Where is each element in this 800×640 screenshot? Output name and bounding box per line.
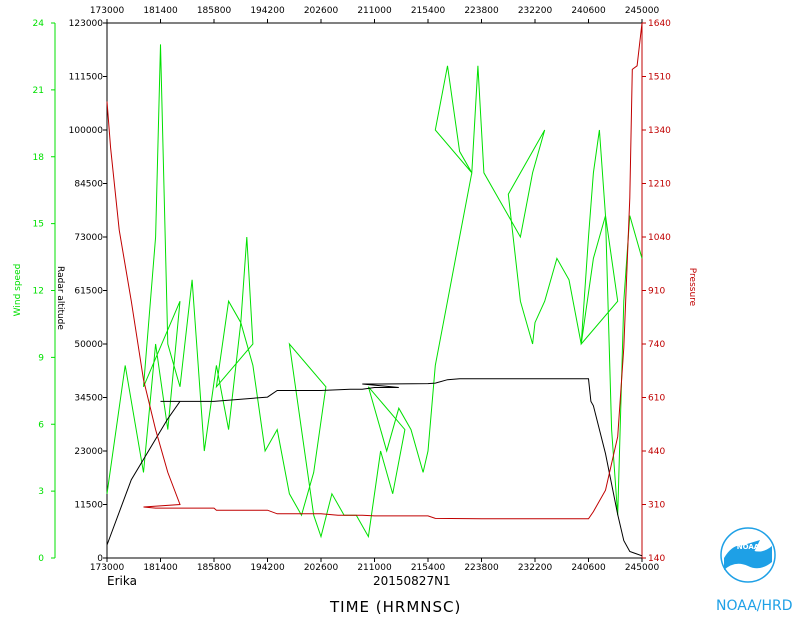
y-tick-label: 23000 [74,447,103,457]
x-tick-label: 211000 [357,6,392,16]
noaa-logo-wave [724,545,772,570]
y-tick-label: 310 [648,501,665,511]
pressure-axis: 140 310 440 610 740 910 1040 1210 1340 1510 1640 [641,19,671,564]
y-tick-label: 100000 [69,126,104,136]
y-tick-label: 21 [33,86,44,96]
y-tick-label: 123000 [69,19,104,29]
x-tick-label: 202600 [304,563,339,573]
radar-altitude-series [106,378,643,557]
noaa-logo-bird-icon [734,540,760,552]
y-tick-label: 15 [33,220,44,230]
y-tick-label: 9 [38,353,44,363]
x-axis-title: TIME (HRMNSC) [330,598,462,616]
x-tick-label: 245000 [625,6,660,16]
storm-name: Erika [107,574,137,588]
y-tick-label: 6 [38,420,44,430]
x-tick-label: 173000 [90,6,125,16]
y-tick-label: 1210 [648,180,671,190]
y-tick-label: 11500 [74,501,103,511]
plot-frame [106,22,643,559]
y-tick-label: 18 [33,153,45,163]
x-axis-ticks: 173000 173000 181400 181400 185800 185800 1942… [90,6,660,573]
pressure-series [106,22,643,520]
wind-speed-series [106,44,643,539]
noaa-hrd-label: NOAA/HRD [716,598,793,614]
radar-altitude-axis: 0 11500 23000 34500 50000 61500 73000 84500 1000… [69,19,108,564]
noaa-logo: NOAA [720,527,776,583]
x-tick-label: 185800 [197,563,232,573]
y-tick-label: 140 [648,554,665,564]
x-tick-label: 194200 [250,563,285,573]
y-tick-label: 61500 [74,287,103,297]
radar-altitude-axis-label: Radar altitude [55,266,65,330]
y-tick-label: 1340 [648,126,671,136]
x-tick-label: 223800 [464,563,499,573]
wind-speed-axis-label: Wind speed [13,264,23,317]
x-tick-label: 211000 [357,563,392,573]
y-tick-label: 84500 [74,180,103,190]
y-tick-label: 440 [648,447,665,457]
pressure-axis-label: Pressure [687,268,697,307]
x-tick-label: 181400 [143,6,178,16]
y-tick-label: 1510 [648,73,671,83]
y-tick-label: 50000 [74,340,103,350]
y-tick-label: 34500 [74,394,103,404]
wind-speed-axis: 0 3 6 9 12 15 18 21 24 [33,19,56,564]
x-tick-label: 202600 [304,6,339,16]
y-tick-label: 740 [648,340,665,350]
series-layer [106,22,643,557]
x-tick-label: 181400 [143,563,178,573]
x-tick-label: 215400 [411,6,446,16]
y-tick-label: 111500 [69,73,104,83]
y-tick-label: 1640 [648,19,671,29]
x-tick-label: 232200 [518,6,553,16]
noaa-logo-text: NOAA [737,543,760,551]
x-tick-label: 232200 [518,563,553,573]
y-tick-label: 0 [97,554,103,564]
y-tick-label: 3 [38,487,44,497]
y-tick-label: 910 [648,287,665,297]
x-tick-label: 194200 [250,6,285,16]
y-tick-label: 73000 [74,233,103,243]
x-tick-label: 245000 [625,563,660,573]
y-tick-label: 610 [648,394,665,404]
x-tick-label: 240600 [571,563,606,573]
flight-id: 20150827N1 [373,574,451,588]
y-tick-label: 12 [33,287,44,297]
y-tick-label: 0 [38,554,44,564]
y-tick-label: 1040 [648,233,671,243]
x-tick-label: 223800 [464,6,499,16]
x-tick-label: 240600 [571,6,606,16]
y-tick-label: 24 [33,19,45,29]
x-tick-label: 173000 [90,563,125,573]
x-tick-label: 185800 [197,6,232,16]
x-tick-label: 215400 [411,563,446,573]
